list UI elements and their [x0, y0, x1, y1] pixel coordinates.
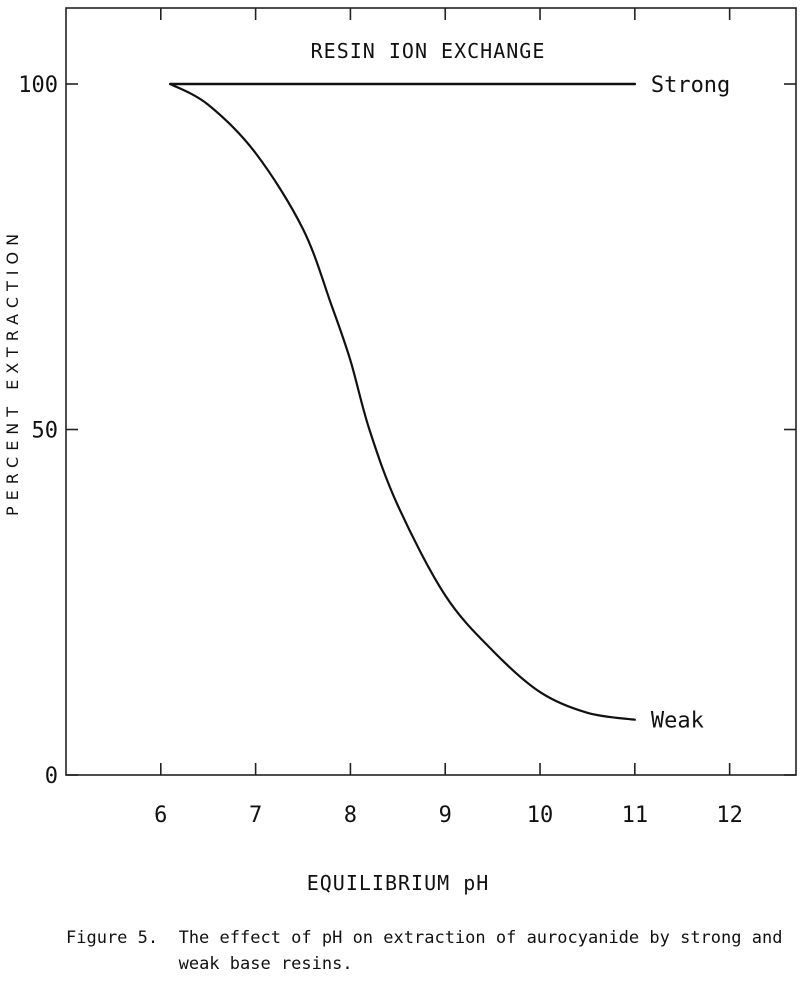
- x-tick-label: 7: [249, 803, 262, 828]
- x-tick-label: 9: [439, 803, 452, 828]
- x-tick-label: 10: [527, 803, 554, 828]
- plot-frame: [65, 7, 797, 776]
- series-label-weak: Weak: [651, 709, 704, 734]
- ticks: 6 7 8 9 10 11 12 0 50 100: [18, 8, 796, 828]
- series-line-weak: [169, 82, 636, 721]
- figure-caption: Figure 5. The effect of pH on extraction…: [66, 928, 783, 974]
- x-tick-label: 12: [716, 803, 743, 828]
- y-tick-label: 50: [32, 419, 59, 444]
- x-axis-title: EQUILIBRIUM pH: [307, 871, 490, 895]
- y-tick-label: 100: [18, 73, 58, 98]
- line-chart: 6 7 8 9 10 11 12 0 50 100 Strong Weak RESIN ION EX…: [3, 7, 797, 895]
- y-axis-title: PERCENT EXTRACTION: [3, 228, 22, 516]
- series-label-strong: Strong: [651, 73, 730, 98]
- x-tick-label: 6: [154, 803, 167, 828]
- axes: [65, 7, 797, 776]
- series: Strong Weak: [168, 73, 730, 734]
- y-tick-label: 0: [45, 764, 58, 789]
- x-tick-label: 11: [622, 803, 649, 828]
- x-tick-label: 8: [344, 803, 357, 828]
- chart-title: RESIN ION EXCHANGE: [311, 39, 546, 63]
